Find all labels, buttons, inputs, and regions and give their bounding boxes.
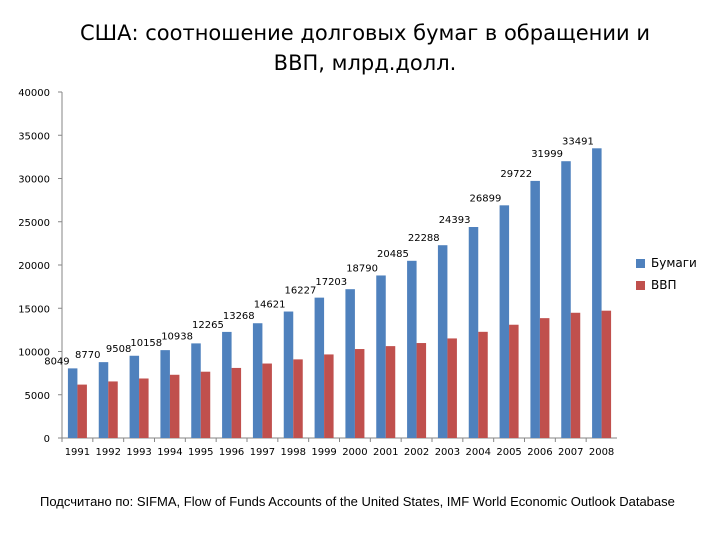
bar-gdp [509, 324, 519, 438]
bar-bonds [222, 331, 232, 438]
x-tick-label: 1993 [126, 447, 151, 458]
bar-bonds [530, 180, 540, 438]
data-label-bonds: 14621 [254, 300, 286, 311]
bar-gdp [354, 349, 365, 438]
x-tick-label: 2001 [373, 447, 398, 458]
data-label-bonds: 20485 [377, 249, 409, 260]
data-label-bonds: 26899 [470, 193, 502, 204]
chart-bars [67, 148, 612, 438]
data-label-bonds: 10158 [130, 338, 162, 349]
y-tick-label: 40000 [18, 88, 50, 99]
chart-title-line1: США: соотношение долговых бумаг в обраще… [79, 21, 651, 45]
bar-bonds [376, 275, 386, 438]
data-label-bonds: 9508 [106, 344, 131, 355]
bar-bonds [191, 343, 201, 438]
bar-gdp [447, 338, 457, 438]
bar-gdp [262, 363, 272, 438]
legend-item-bonds: Бумаги [636, 252, 697, 274]
x-tick-label: 2006 [527, 447, 552, 458]
x-tick-label: 2007 [558, 447, 583, 458]
bar-bonds [314, 297, 325, 438]
x-tick-label: 1996 [219, 447, 244, 458]
x-tick-label: 1991 [65, 447, 90, 458]
bar-gdp [293, 359, 303, 438]
bar-bonds [160, 350, 170, 438]
bar-gdp [108, 381, 118, 438]
y-tick-label: 0 [44, 434, 50, 445]
legend-swatch-gdp [636, 280, 645, 290]
y-tick-label: 30000 [18, 175, 50, 186]
x-tick-label: 1997 [250, 447, 275, 458]
x-tick-label: 2008 [589, 447, 614, 458]
bar-gdp [324, 354, 334, 438]
legend-label-bonds: Бумаги [651, 256, 697, 270]
data-label-bonds: 16227 [285, 286, 317, 297]
y-tick-label: 25000 [18, 218, 50, 229]
x-tick-label: 1992 [96, 447, 121, 458]
bar-bonds [98, 362, 109, 438]
legend-item-gdp: ВВП [636, 274, 697, 296]
y-tick-label: 15000 [18, 304, 50, 315]
data-label-bonds: 29722 [500, 169, 532, 180]
chart-title-line2: ВВП, млрд.долл. [273, 51, 457, 75]
source-note: Подсчитано по: SIFMA, Flow of Funds Acco… [40, 494, 675, 509]
bar-bonds [129, 355, 140, 438]
chart-legend: Бумаги ВВП [636, 252, 697, 296]
data-label-bonds: 12265 [192, 320, 224, 331]
legend-label-gdp: ВВП [651, 278, 677, 292]
x-tick-label: 2000 [342, 447, 367, 458]
bar-gdp [77, 384, 87, 438]
data-label-bonds: 8770 [75, 350, 100, 361]
x-tick-label: 1995 [188, 447, 213, 458]
bar-gdp [539, 318, 550, 438]
legend-swatch-bonds [636, 258, 645, 268]
x-tick-label: 1999 [311, 447, 336, 458]
data-label-bonds: 17203 [315, 277, 347, 288]
bar-bonds [592, 148, 602, 438]
data-label-bonds: 24393 [439, 215, 471, 226]
data-label-bonds: 8049 [44, 356, 69, 367]
data-label-bonds: 22288 [408, 233, 440, 244]
x-tick-label: 2004 [466, 447, 491, 458]
bar-bonds [561, 161, 571, 438]
x-tick-label: 2002 [404, 447, 429, 458]
bar-bonds [67, 368, 78, 438]
bar-gdp [385, 346, 396, 438]
bar-bonds [468, 227, 479, 438]
y-tick-label: 35000 [18, 131, 50, 142]
x-tick-label: 2003 [435, 447, 460, 458]
x-tick-label: 1998 [281, 447, 306, 458]
bar-bonds [499, 205, 510, 438]
bar-gdp [478, 331, 488, 438]
data-label-bonds: 33491 [562, 136, 594, 147]
data-label-bonds: 13268 [223, 311, 255, 322]
bar-gdp [139, 378, 149, 438]
y-tick-label: 5000 [25, 391, 50, 402]
data-label-bonds: 18790 [346, 263, 378, 274]
bar-gdp [231, 367, 242, 438]
bar-bonds [407, 260, 417, 438]
bar-gdp [416, 343, 427, 438]
chart-title: США: соотношение долговых бумаг в обраще… [60, 18, 670, 78]
bar-bonds [345, 289, 355, 438]
bar-gdp [570, 312, 581, 438]
data-label-bonds: 10938 [161, 331, 193, 342]
bar-bonds [437, 245, 448, 438]
bar-gdp [169, 374, 180, 438]
x-tick-label: 2005 [496, 447, 521, 458]
y-tick-label: 20000 [18, 261, 50, 272]
bar-bonds [283, 311, 294, 438]
bar-bonds [252, 323, 263, 438]
bar-gdp [200, 371, 211, 438]
x-tick-label: 1994 [157, 447, 182, 458]
bar-gdp [601, 310, 612, 438]
y-tick-label: 10000 [18, 348, 50, 359]
chart-axes: 0 5000 10000 15000 20000 25000 30000 35000 40000… [18, 88, 617, 458]
data-label-bonds: 31999 [531, 149, 563, 160]
